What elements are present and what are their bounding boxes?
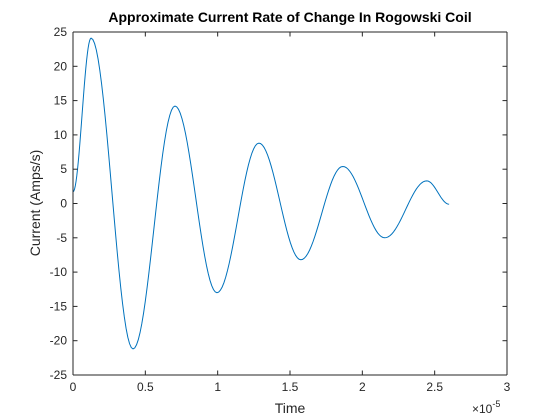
x-tick-label: 1 (214, 380, 221, 394)
x-tick-label: 2 (359, 380, 366, 394)
x-tick-label: 0 (70, 380, 77, 394)
y-axis-label: Current (Amps/s) (27, 150, 43, 257)
y-tick-label: -10 (50, 265, 68, 279)
series-layer (72, 37, 450, 350)
chart-title: Approximate Current Rate of Change In Ro… (108, 9, 471, 25)
plot-area (73, 32, 507, 375)
y-tick-label: 10 (54, 128, 68, 142)
x-axis-exponent-base: ×10 (472, 402, 493, 416)
x-axis-label: Time (275, 400, 306, 416)
x-tick-label: 1.5 (282, 380, 299, 394)
x-tick-label: 0.5 (137, 380, 154, 394)
x-axis-exponent: ×10-5 (472, 399, 500, 416)
ticks-layer: 0 0.5 1 1.5 2 2.5 3 -25 -20 -15 -10 -5 0 5 10 15 20 25 (50, 25, 511, 394)
y-tick-label: 0 (60, 197, 67, 211)
y-tick-label: 25 (54, 25, 68, 39)
y-tick-label: 20 (54, 59, 68, 73)
y-tick-label: 15 (54, 94, 68, 108)
x-tick-label: 2.5 (426, 380, 443, 394)
x-axis-exponent-power: -5 (492, 399, 500, 409)
series-line-0 (72, 37, 450, 350)
y-tick-label: -25 (50, 368, 68, 382)
y-tick-label: -5 (56, 231, 67, 245)
y-tick-label: -20 (50, 334, 68, 348)
y-tick-label: -15 (50, 299, 68, 313)
y-tick-label: 5 (60, 162, 67, 176)
x-tick-label: 3 (504, 380, 511, 394)
